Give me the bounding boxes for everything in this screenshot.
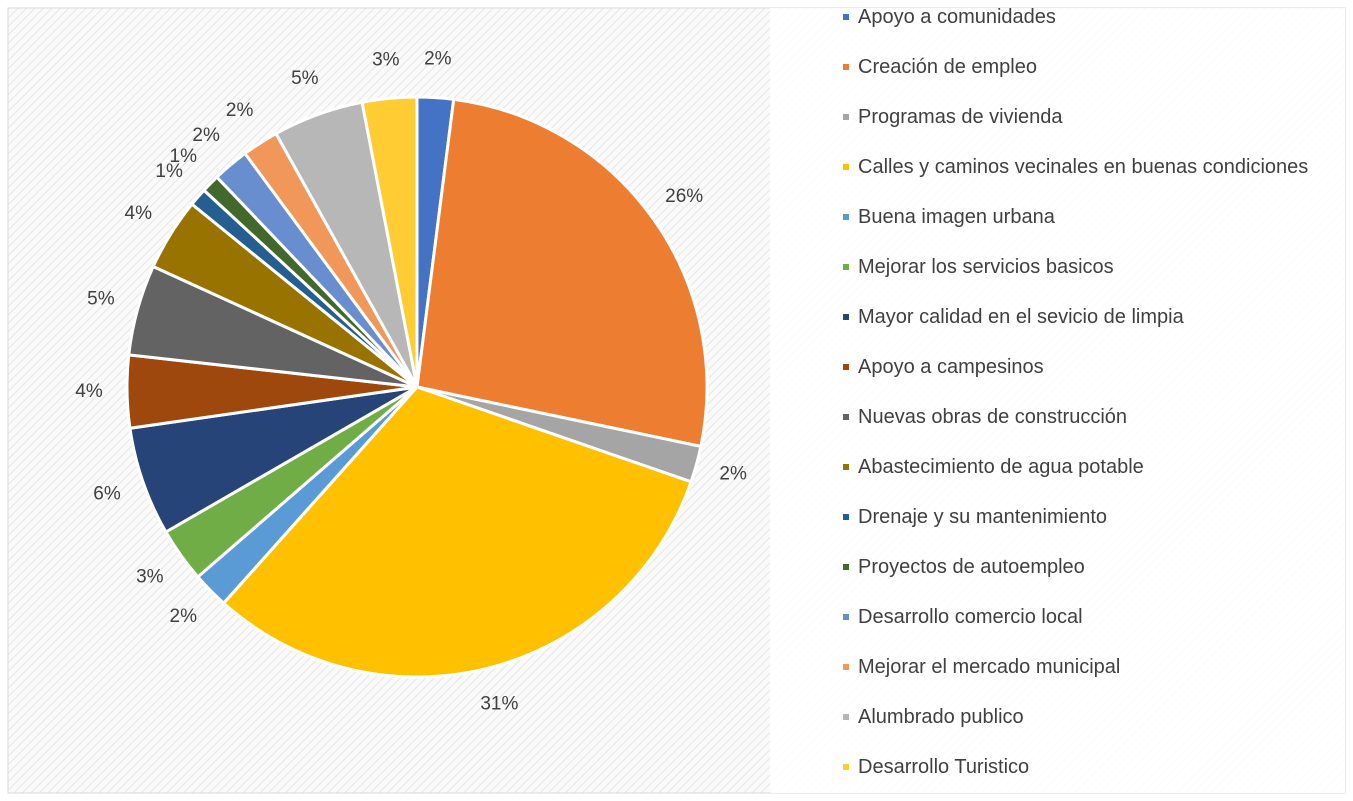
- legend-swatch: [843, 614, 849, 620]
- legend-item: Buena imagen urbana: [840, 204, 1310, 254]
- legend: Apoyo a comunidades Creación de empleo Pro…: [840, 4, 1310, 801]
- legend-swatch: [843, 514, 849, 520]
- legend-swatch: [843, 664, 849, 670]
- pie-slice: [221, 385, 693, 679]
- legend-item: Creación de empleo: [840, 54, 1310, 104]
- legend-swatch: [843, 164, 849, 170]
- legend-swatch: [843, 364, 849, 370]
- legend-swatch: [843, 214, 849, 220]
- data-label: 4%: [75, 381, 103, 402]
- legend-label: Programas de vivienda: [858, 106, 1063, 128]
- legend-label: Desarrollo Turistico: [858, 756, 1030, 778]
- legend-label: Mejorar el mercado municipal: [858, 656, 1121, 678]
- legend-item: Abastecimiento de agua potable: [840, 454, 1310, 504]
- legend-label: Apoyo a campesinos: [858, 356, 1044, 378]
- data-label: 6%: [93, 483, 121, 504]
- legend-label: Proyectos de autoempleo: [858, 556, 1085, 578]
- legend-item: Desarrollo comercio local: [840, 604, 1310, 654]
- data-label: 26%: [665, 186, 703, 207]
- legend-item: Proyectos de autoempleo: [840, 554, 1310, 604]
- legend-label: Alumbrado publico: [858, 706, 1024, 728]
- legend-label: Desarrollo comercio local: [858, 606, 1083, 628]
- data-label: 1%: [170, 146, 198, 167]
- legend-label: Buena imagen urbana: [858, 206, 1055, 228]
- data-label: 2%: [424, 49, 452, 70]
- legend-swatch: [843, 314, 849, 320]
- data-label: 2%: [226, 100, 254, 121]
- legend-label: Apoyo a comunidades: [858, 6, 1056, 28]
- data-label: 2%: [719, 463, 747, 484]
- legend-swatch: [843, 464, 849, 470]
- data-label: 2%: [170, 606, 198, 627]
- legend-item: Apoyo a campesinos: [840, 354, 1310, 404]
- legend-item: Apoyo a comunidades: [840, 4, 1310, 54]
- legend-item: Mejorar el mercado municipal: [840, 654, 1310, 704]
- legend-swatch: [843, 564, 849, 570]
- legend-label: Creación de empleo: [858, 56, 1037, 78]
- pie-slice: [360, 95, 419, 388]
- legend-item: Drenaje y su mantenimiento: [840, 504, 1310, 554]
- legend-item: Calles y caminos vecinales en buenas con…: [840, 154, 1310, 204]
- legend-item: Desarrollo Turistico: [840, 754, 1310, 801]
- legend-item: Mejorar los servicios basicos: [840, 254, 1310, 304]
- legend-label: Mayor calidad en el sevicio de limpia: [858, 306, 1184, 328]
- data-label: 3%: [136, 566, 164, 587]
- legend-item: Alumbrado publico: [840, 704, 1310, 754]
- legend-swatch: [843, 64, 849, 70]
- legend-swatch: [843, 714, 849, 720]
- data-label: 31%: [480, 694, 518, 715]
- legend-swatch: [843, 14, 849, 20]
- legend-item: Nuevas obras de construcción: [840, 404, 1310, 454]
- pie-slice: [415, 97, 709, 449]
- data-label: 3%: [372, 50, 400, 71]
- data-label: 5%: [291, 68, 319, 89]
- legend-label: Mejorar los servicios basicos: [858, 256, 1114, 278]
- legend-background: [770, 8, 1345, 793]
- data-label: 5%: [87, 289, 115, 310]
- legend-item: Mayor calidad en el sevicio de limpia: [840, 304, 1310, 354]
- legend-swatch: [843, 264, 849, 270]
- data-label: 2%: [192, 125, 220, 146]
- legend-label: Calles y caminos vecinales en buenas con…: [858, 156, 1309, 178]
- legend-label: Drenaje y su mantenimiento: [858, 506, 1108, 528]
- data-label: 1%: [155, 161, 183, 182]
- legend-swatch: [843, 764, 849, 770]
- legend-swatch: [843, 114, 849, 120]
- legend-label: Nuevas obras de construcción: [858, 406, 1128, 428]
- data-label: 4%: [125, 203, 153, 224]
- legend-item: Programas de vivienda: [840, 104, 1310, 154]
- legend-swatch: [843, 414, 849, 420]
- legend-label: Abastecimiento de agua potable: [858, 456, 1144, 478]
